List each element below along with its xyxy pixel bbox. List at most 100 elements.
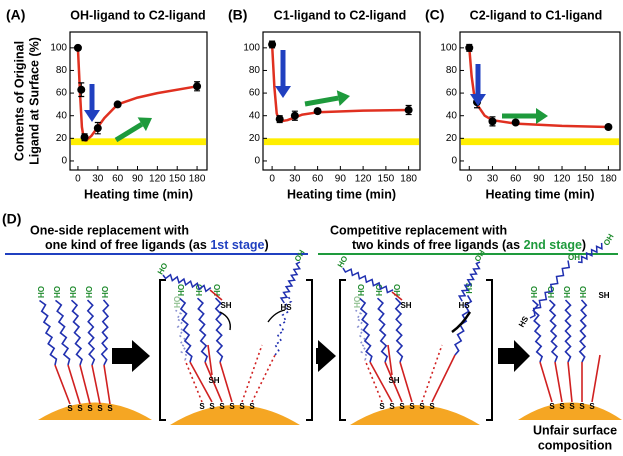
sulfur-label: S — [107, 404, 113, 413]
ligand-label: HO — [213, 284, 222, 296]
data-point — [511, 118, 520, 127]
free-chain — [457, 261, 481, 302]
y-axis-label: Contents of Original — [12, 41, 26, 161]
panel-label: (C) — [425, 7, 444, 23]
chart-title: OH-ligand to C2-ligand — [70, 8, 205, 22]
chain-red — [241, 344, 263, 403]
chain-red — [431, 354, 456, 403]
data-point — [275, 115, 284, 124]
y-tick-label: 40 — [446, 110, 458, 121]
trend-arrow — [304, 95, 339, 107]
chain-red — [79, 364, 91, 405]
chain-red — [251, 354, 276, 403]
chain-blue — [175, 309, 188, 361]
y-tick-label: 0 — [451, 156, 457, 167]
particle — [170, 405, 300, 425]
trend-arrow — [114, 122, 144, 143]
particle — [350, 405, 480, 425]
data-point — [465, 43, 474, 52]
ligand-label: SH — [208, 376, 219, 385]
chain-red — [184, 359, 203, 403]
x-tick-label: 90 — [533, 174, 545, 185]
stage2-heading: Competitive replacement with — [330, 223, 507, 237]
chart-title: C1-ligand to C2-ligand — [274, 8, 407, 22]
chain-blue — [55, 299, 71, 366]
x-tick-label: 150 — [378, 174, 395, 185]
ligand-label: HO — [53, 286, 62, 298]
x-tick-label: 60 — [112, 174, 124, 185]
free-chain-red — [387, 344, 393, 376]
sulfur-label: S — [379, 402, 385, 411]
free-chain — [162, 273, 212, 293]
y-tick-label: 100 — [50, 42, 67, 53]
chain-blue — [274, 294, 293, 356]
ligand-label: HS — [465, 282, 474, 294]
chain-blue — [70, 299, 83, 366]
data-point — [290, 111, 299, 120]
chain-red — [567, 361, 573, 403]
chain-blue — [564, 299, 572, 363]
y-tick-label: 40 — [249, 110, 261, 121]
highlight-band — [71, 138, 206, 146]
chain-red — [91, 364, 101, 405]
x-tick-label: 30 — [92, 174, 104, 185]
free-chain-red — [209, 289, 223, 301]
ligand-label: SH — [400, 301, 411, 310]
ligand-label: OH — [568, 253, 580, 262]
panel-label: (A) — [6, 7, 25, 23]
x-tick-label: 0 — [75, 174, 81, 185]
ligand-label: HO — [375, 284, 384, 296]
ligand-label: SH — [598, 291, 609, 300]
ligand-label: HO — [37, 286, 46, 298]
chain-red — [54, 364, 71, 405]
x-axis-label: Heating time (min) — [287, 187, 396, 201]
ligand-label: OH — [293, 248, 307, 263]
ligand-label: HO — [579, 286, 588, 298]
sulfur-label: S — [399, 402, 405, 411]
sulfur-label: S — [589, 402, 595, 411]
ligand-label: HS — [517, 314, 531, 329]
data-point — [93, 124, 102, 133]
ligand-label: HO — [353, 296, 362, 308]
fit-curve — [270, 44, 409, 123]
sulfur-label: S — [229, 402, 235, 411]
stage2-heading: two kinds of free ligands (as 2nd stage) — [352, 238, 586, 252]
chain-red — [67, 364, 81, 405]
particle — [518, 402, 622, 420]
x-tick-label: 60 — [312, 174, 324, 185]
data-point — [77, 85, 86, 94]
process-arrow — [112, 340, 150, 372]
x-tick-label: 30 — [487, 174, 499, 185]
x-tick-label: 30 — [289, 174, 301, 185]
sulfur-label: S — [559, 402, 565, 411]
ligand-label: HO — [530, 286, 539, 298]
chain-blue — [548, 299, 559, 363]
bracket — [339, 279, 346, 421]
y-tick-label: 60 — [249, 88, 261, 99]
chain-red — [421, 344, 443, 403]
x-tick-label: 150 — [169, 174, 186, 185]
trend-arrow-head — [470, 94, 486, 106]
plot-frame — [459, 31, 621, 171]
chain-red — [384, 361, 403, 403]
chain-blue — [100, 299, 110, 366]
data-point — [313, 107, 322, 116]
x-tick-label: 60 — [510, 174, 522, 185]
x-tick-label: 180 — [600, 174, 617, 185]
data-point — [73, 43, 82, 52]
y-tick-label: 100 — [243, 42, 260, 53]
sulfur-label: S — [579, 402, 585, 411]
chain-red — [103, 364, 111, 405]
sulfur-label: S — [569, 402, 575, 411]
y-tick-label: 20 — [446, 133, 458, 144]
trend-arrow-head — [336, 90, 350, 106]
highlight-band — [264, 138, 419, 146]
data-point — [488, 117, 497, 126]
movement-arrow — [219, 311, 231, 331]
ligand-label: HO — [69, 286, 78, 298]
data-point — [268, 40, 277, 49]
sulfur-label: S — [67, 404, 73, 413]
free-chain — [342, 267, 394, 294]
chain-blue — [376, 297, 389, 363]
